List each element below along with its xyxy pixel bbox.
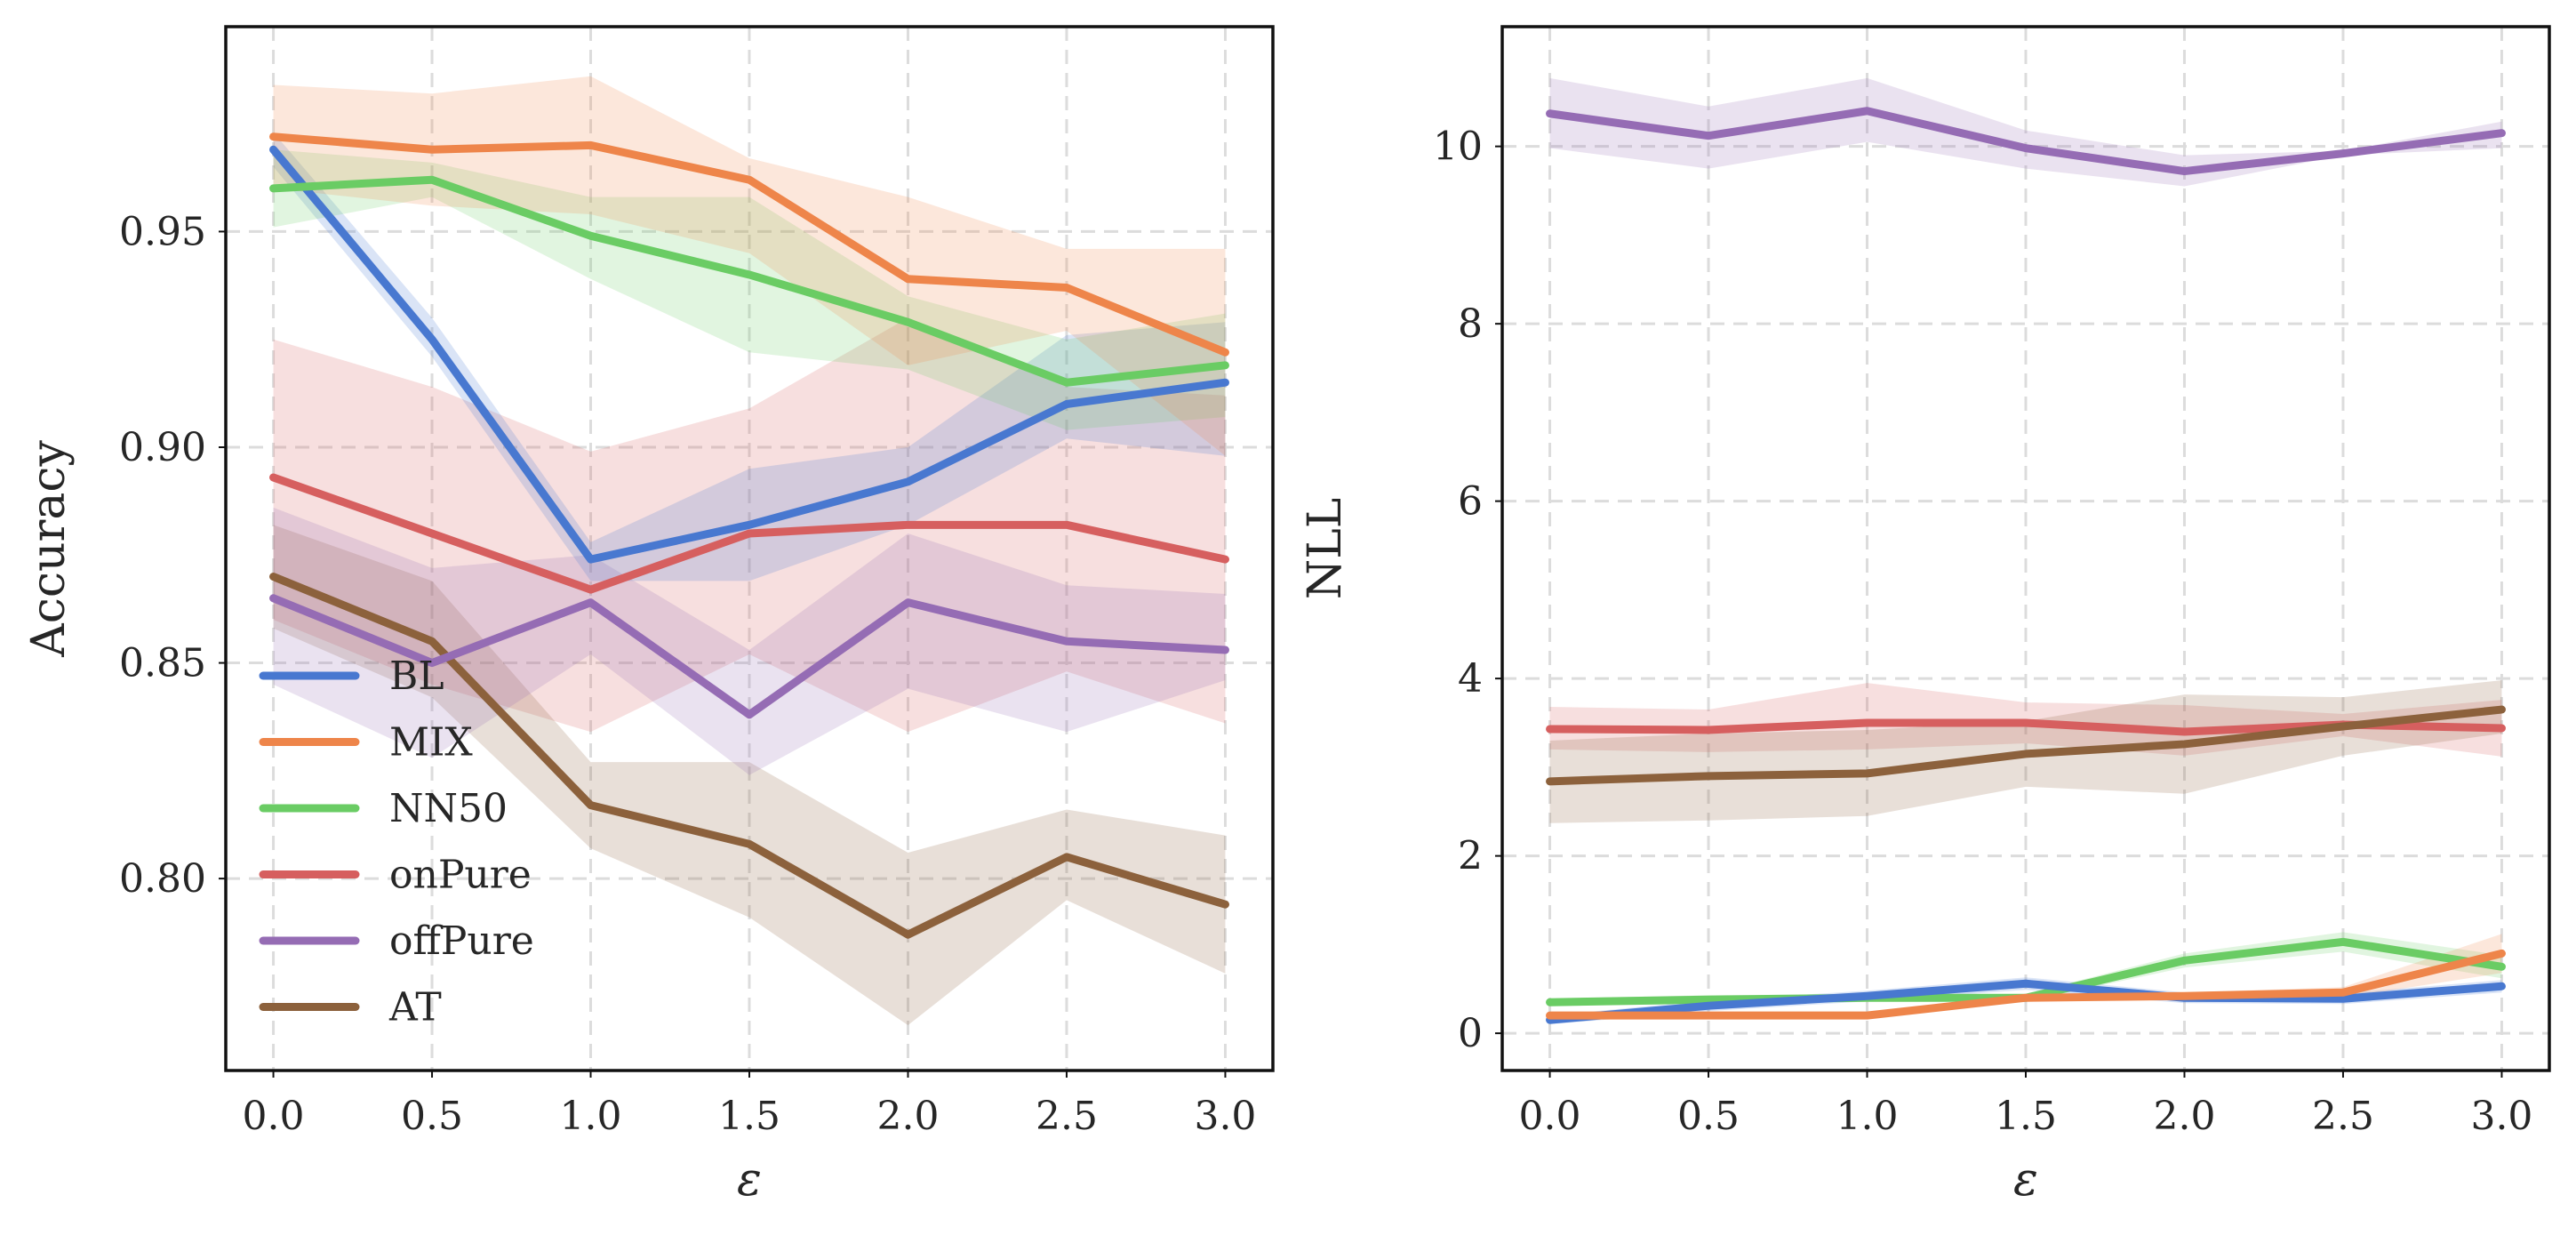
x-axis-ticks: 0.0 0.5 1.0 1.5 2.0 2.5 3.0 <box>243 1071 1256 1139</box>
legend-label: offPure <box>389 918 534 964</box>
line-at <box>1546 705 2506 786</box>
line-offpure <box>1546 107 2506 176</box>
legend-item-bl: BL <box>259 654 444 699</box>
legend-label: NN50 <box>389 786 508 831</box>
band-bl <box>273 132 1226 581</box>
line-mix <box>1546 949 2506 1020</box>
x-tick-label: 0.0 <box>1519 1094 1581 1139</box>
legend: BL MIX NN50 onPure offPure AT <box>259 654 534 1030</box>
y-tick-label: 6 <box>1458 479 1483 525</box>
line-bl <box>269 145 1229 564</box>
x-tick-label: 1.0 <box>560 1094 622 1139</box>
y-axis-ticks: 0.80 0.85 0.90 0.95 <box>119 209 226 902</box>
x-tick-label: 2.0 <box>876 1094 939 1139</box>
y-axis-label: Accuracy <box>22 440 76 658</box>
y-axis-label: NLL <box>1299 498 1352 600</box>
y-tick-label: 10 <box>1433 124 1483 170</box>
y-axis-ticks: 0 2 4 6 8 10 <box>1433 124 1502 1056</box>
y-tick-label: 0 <box>1458 1011 1483 1056</box>
legend-item-nn50: NN50 <box>259 786 508 831</box>
x-tick-label: 0.5 <box>401 1094 463 1139</box>
legend-label: MIX <box>389 720 473 766</box>
nll-panel: 0.0 0.5 1.0 1.5 2.0 2.5 3.0 0 2 4 6 8 10 ε NLL <box>1299 25 2551 1207</box>
x-axis-label: ε <box>2013 1153 2038 1207</box>
line-nn50 <box>269 175 1229 387</box>
band-mix <box>273 76 1226 456</box>
legend-item-mix: MIX <box>259 720 473 766</box>
series-lines <box>1546 107 2506 1024</box>
y-tick-label: 2 <box>1458 834 1483 879</box>
x-tick-label: 0.0 <box>243 1094 305 1139</box>
y-tick-label: 0.80 <box>119 856 206 902</box>
legend-label: onPure <box>389 853 532 898</box>
x-tick-label: 3.0 <box>1194 1094 1256 1139</box>
x-tick-label: 1.5 <box>1995 1094 2057 1139</box>
x-tick-label: 2.5 <box>2312 1094 2374 1139</box>
x-axis-ticks: 0.0 0.5 1.0 1.5 2.0 2.5 3.0 <box>1519 1071 2532 1139</box>
y-tick-label: 0.85 <box>119 641 206 686</box>
band-offpure <box>273 507 1226 775</box>
line-onpure <box>269 473 1229 594</box>
x-tick-label: 2.0 <box>2153 1094 2215 1139</box>
line-mix <box>269 132 1229 357</box>
x-tick-label: 3.0 <box>2470 1094 2532 1139</box>
legend-item-at: AT <box>259 985 442 1030</box>
accuracy-panel: 0.0 0.5 1.0 1.5 2.0 2.5 3.0 0.80 0.85 0.90 0.95 ε Ac… <box>22 25 1275 1207</box>
legend-item-onpure: onPure <box>259 853 532 898</box>
legend-item-offpure: offPure <box>259 918 534 964</box>
legend-label: BL <box>389 654 444 699</box>
x-axis-label: ε <box>737 1153 762 1207</box>
y-tick-label: 0.90 <box>119 425 206 470</box>
y-tick-label: 4 <box>1458 656 1483 702</box>
line-at <box>269 573 1229 939</box>
x-tick-label: 1.5 <box>718 1094 780 1139</box>
legend-label: AT <box>388 985 442 1030</box>
line-bl <box>1546 979 2506 1024</box>
grid <box>226 27 1273 1071</box>
x-tick-label: 0.5 <box>1677 1094 1740 1139</box>
line-offpure <box>269 594 1229 719</box>
band-nn50 <box>273 149 1226 430</box>
y-tick-label: 0.95 <box>119 209 206 254</box>
x-tick-label: 2.5 <box>1036 1094 1098 1139</box>
series-lines <box>269 132 1229 939</box>
y-tick-label: 8 <box>1458 301 1483 347</box>
grid <box>1502 27 2549 1071</box>
x-tick-label: 1.0 <box>1836 1094 1899 1139</box>
